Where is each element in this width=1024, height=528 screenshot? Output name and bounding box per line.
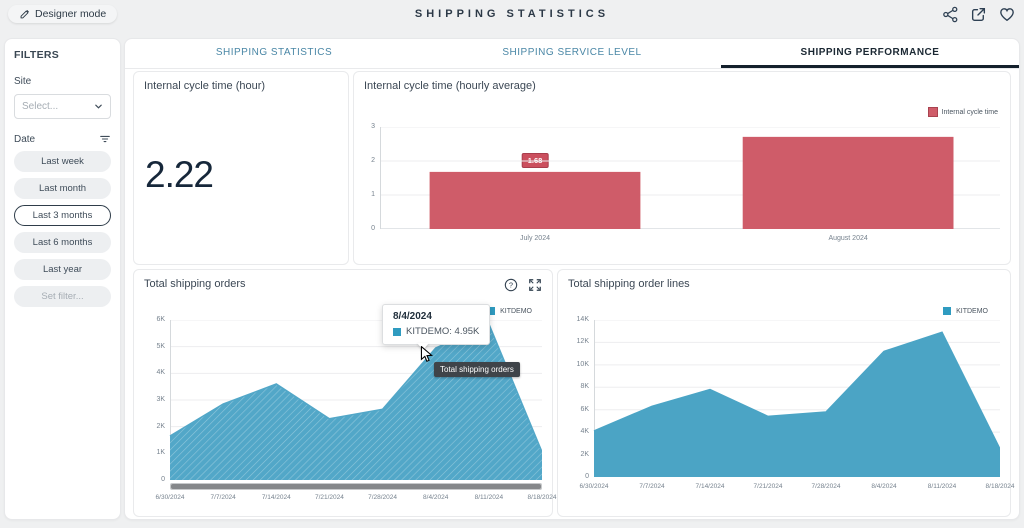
dashboard-card: SHIPPING STATISTICS SHIPPING SERVICE LEV… <box>124 38 1020 520</box>
orders-chart-legend: KITDEMO <box>487 307 532 315</box>
bar-chart-legend: Internal cycle time <box>927 107 998 117</box>
tab-shipping-performance[interactable]: SHIPPING PERFORMANCE <box>721 39 1019 68</box>
bar-chart-card-cycle-time-avg: Internal cycle time (hourly average) Int… <box>353 71 1011 265</box>
legend-swatch-red <box>927 107 938 117</box>
bar-value-badge: 1.68 <box>521 152 549 168</box>
filter-icon[interactable] <box>99 133 111 145</box>
x-axis-label: 7/21/2024 <box>314 494 344 501</box>
area-chart-card-shipping-orders: Total shipping orders ? KITDEMO 0 1K 2K 3K 4… <box>133 269 557 517</box>
chevron-down-icon <box>95 104 102 109</box>
cursor-tooltip: Total shipping orders <box>434 362 520 377</box>
bar-chart-title: Internal cycle time (hourly average) <box>364 80 536 92</box>
x-axis-label: 7/21/2024 <box>753 483 783 490</box>
site-select-placeholder: Select... <box>22 101 59 112</box>
x-axis-label: 7/14/2024 <box>261 494 291 501</box>
kpi-title: Internal cycle time (hour) <box>144 80 266 92</box>
tab-shipping-service-level[interactable]: SHIPPING SERVICE LEVEL <box>502 46 642 58</box>
x-axis-label: July 2024 <box>520 235 550 242</box>
order-lines-chart-title: Total shipping order lines <box>568 278 690 290</box>
x-axis-label: 8/4/2024 <box>871 483 897 490</box>
area-chart-card-order-lines: Total shipping order lines KITDEMO 0 2K 4K… <box>557 269 1015 517</box>
designer-mode-label: Designer mode <box>35 8 107 20</box>
mouse-cursor <box>420 346 434 363</box>
x-axis-label: 7/28/2024 <box>368 494 398 501</box>
x-axis-label: 8/11/2024 <box>927 483 957 490</box>
page-title: SHIPPING STATISTICS <box>414 8 610 20</box>
site-label: Site <box>14 76 32 87</box>
tab-bar: SHIPPING STATISTICS SHIPPING SERVICE LEV… <box>125 39 1019 69</box>
svg-text:?: ? <box>509 281 513 290</box>
x-axis-label: 6/30/2024 <box>579 483 609 490</box>
designer-mode-button[interactable]: Designer mode <box>8 5 118 23</box>
pencil-icon <box>20 9 29 18</box>
x-axis-label: 7/7/2024 <box>639 483 665 490</box>
orders-chart-title: Total shipping orders <box>144 278 246 290</box>
x-axis-label: 6/30/2024 <box>155 494 185 501</box>
site-select[interactable]: Select... <box>14 94 111 119</box>
total-shipping-orders-chart[interactable]: 0 1K 2K 3K 4K 5K 6K 6/30/2024 7/7/2024 7/14/2024 7… <box>144 316 557 506</box>
filters-title: FILTERS <box>14 49 60 61</box>
kpi-value: 2.22 <box>145 154 214 195</box>
heart-icon[interactable] <box>998 6 1016 23</box>
filter-last-week[interactable]: Last week <box>14 151 111 172</box>
x-axis-label: 7/7/2024 <box>210 494 236 501</box>
expand-icon[interactable] <box>528 278 542 292</box>
share-icon[interactable] <box>942 6 959 23</box>
x-axis-label: 8/18/2024 <box>985 483 1015 490</box>
filter-last-3-months[interactable]: Last 3 months <box>14 205 111 226</box>
legend-label: KITDEMO <box>956 307 988 315</box>
date-label: Date <box>14 133 36 145</box>
x-axis-label: 8/4/2024 <box>423 494 449 501</box>
filter-last-6-months[interactable]: Last 6 months <box>14 232 111 253</box>
total-shipping-order-lines-chart[interactable]: 0 2K 4K 6K 8K 10K 12K 14K 6/30/2024 7/7/2024 7/14/… <box>568 316 1015 495</box>
kpi-card-internal-cycle-time: Internal cycle time (hour) 2.22 <box>133 71 349 265</box>
legend-label: Internal cycle time <box>941 108 998 116</box>
filter-last-month[interactable]: Last month <box>14 178 111 199</box>
filter-set-filter[interactable]: Set filter... <box>14 286 111 307</box>
open-external-icon[interactable] <box>970 6 987 23</box>
legend-swatch-blue <box>943 307 952 315</box>
area-plot <box>593 320 1000 477</box>
tooltip-swatch <box>393 327 401 336</box>
chart-tooltip: 8/4/2024 KITDEMO: 4.95K <box>382 304 491 345</box>
help-icon[interactable]: ? <box>504 278 518 292</box>
chart-scrollbar-thumb[interactable] <box>171 484 541 489</box>
x-axis-label: 8/11/2024 <box>474 494 504 501</box>
tooltip-date: 8/4/2024 <box>393 311 432 322</box>
legend-label: KITDEMO <box>500 307 532 315</box>
bar-plot <box>380 127 1000 229</box>
order-lines-chart-legend: KITDEMO <box>943 307 988 315</box>
legend-swatch-blue <box>487 307 496 315</box>
topbar: Designer mode SHIPPING STATISTICS <box>0 0 1024 30</box>
tooltip-caret <box>417 343 429 350</box>
tab-shipping-statistics[interactable]: SHIPPING STATISTICS <box>215 46 333 58</box>
filter-last-year[interactable]: Last year <box>14 259 111 280</box>
x-axis-label: 7/28/2024 <box>811 483 841 490</box>
filters-panel: FILTERS Site Select... Date Last week La… <box>4 38 121 520</box>
tooltip-value: KITDEMO: 4.95K <box>406 326 480 337</box>
x-axis-label: August 2024 <box>828 235 868 242</box>
x-axis-label: 7/14/2024 <box>695 483 725 490</box>
chart-scrollbar[interactable] <box>170 483 542 490</box>
